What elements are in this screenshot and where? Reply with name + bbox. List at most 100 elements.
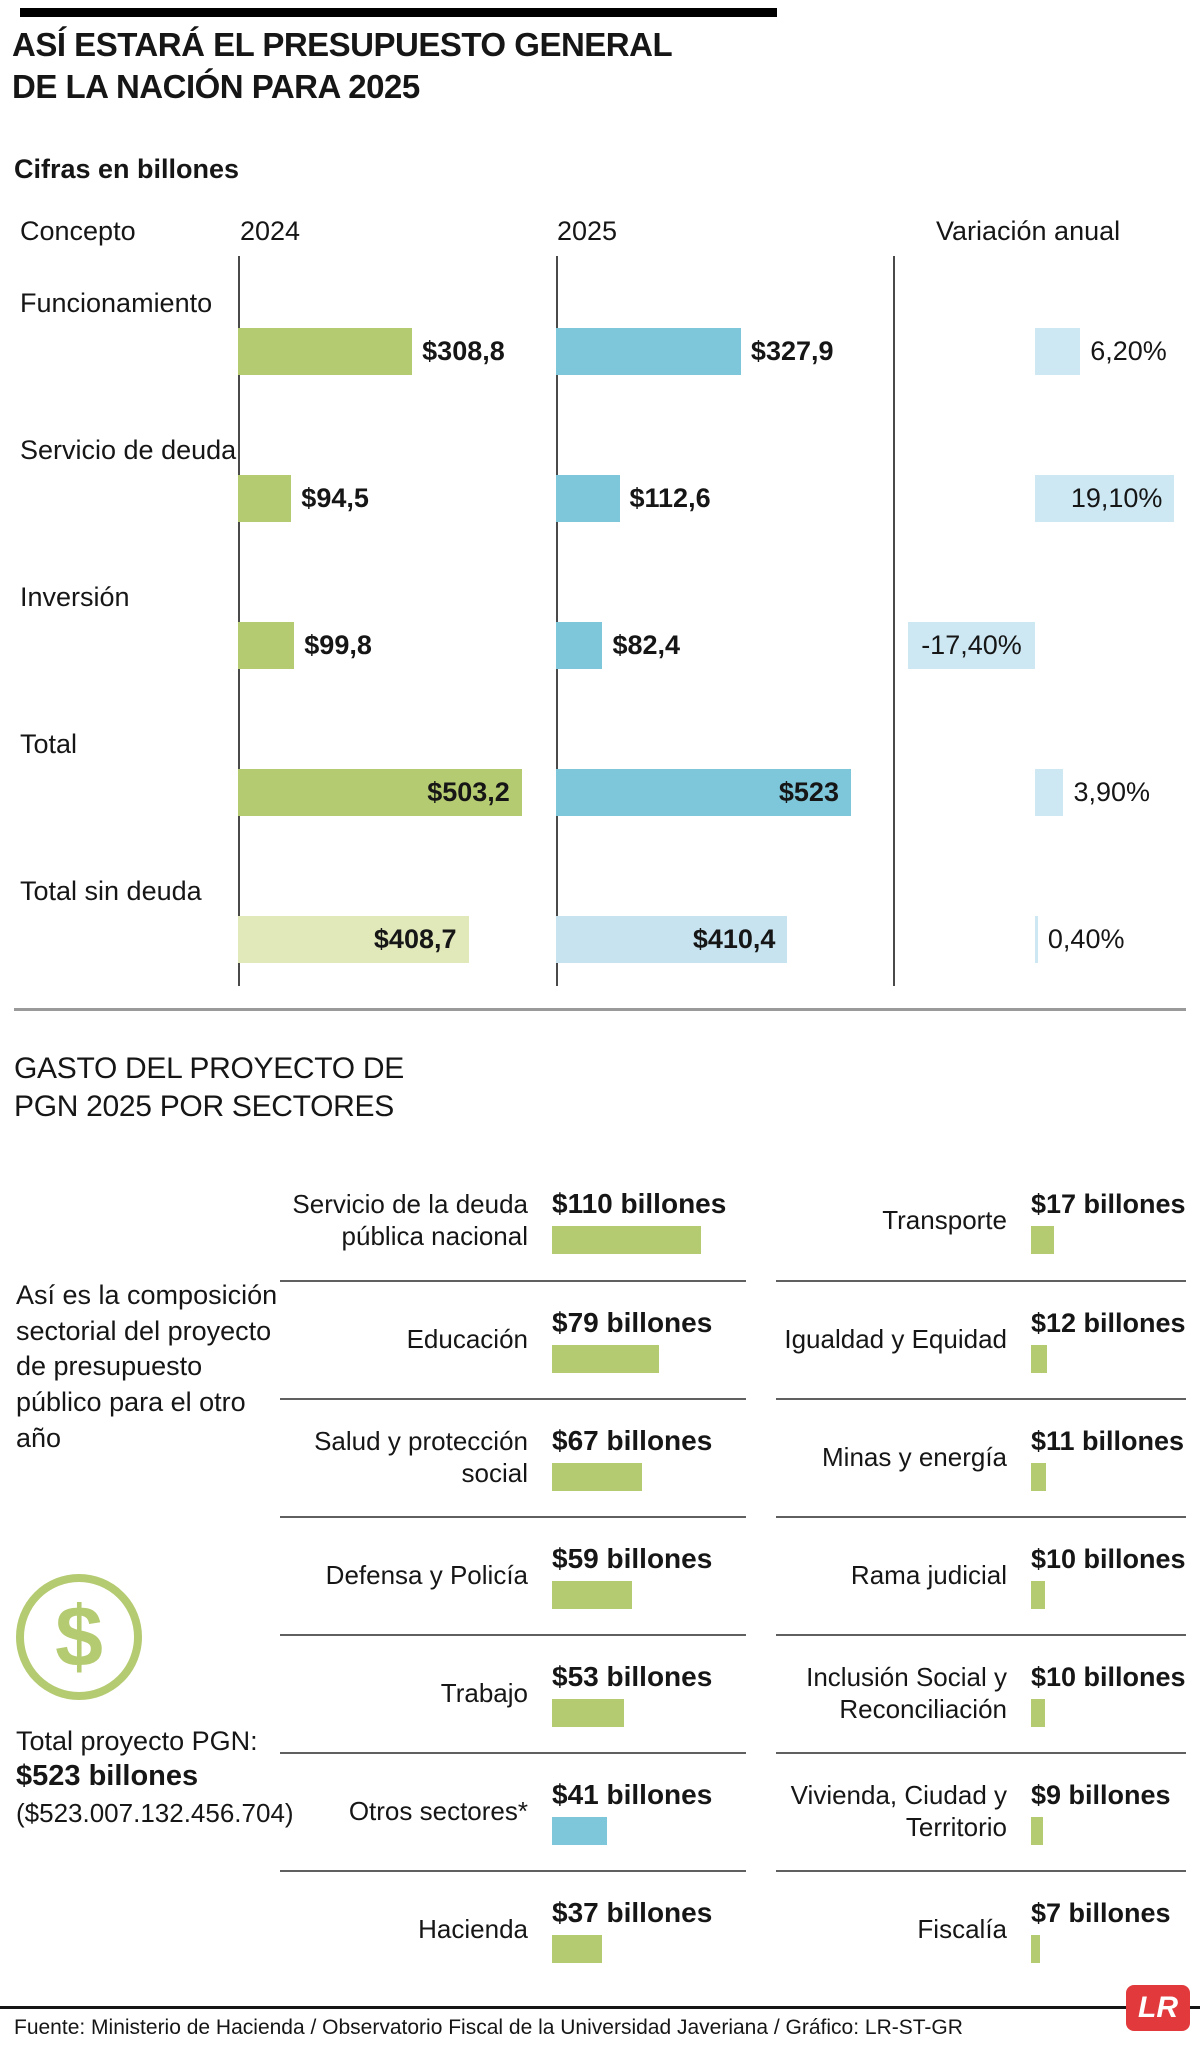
sector-row: Minas y energía $11 billones xyxy=(776,1398,1186,1516)
bar-2025-label: $82,4 xyxy=(612,630,681,660)
budget-comparison-chart: Funcionamiento $308,8 $327,9 6,20% Servicio … xyxy=(0,0,1200,1010)
sector-bar xyxy=(552,1463,643,1491)
bar-2024 xyxy=(238,622,295,669)
sector-bar xyxy=(1031,1344,1048,1373)
bar-2025-label: $112,6 xyxy=(629,483,711,513)
sector-bar xyxy=(552,1935,602,1963)
sector-row: Rama judicial $10 billones xyxy=(776,1516,1186,1634)
sector-value-cell: $7 billones xyxy=(1031,1898,1186,1963)
axis-variacion xyxy=(893,256,895,986)
sector-row: Educación $79 billones xyxy=(280,1280,746,1398)
sector-bar xyxy=(552,1817,608,1845)
page-title: ASÍ ESTARÁ EL PRESUPUESTO GENERAL DE LA … xyxy=(12,24,673,108)
bar-2025-label: $327,9 xyxy=(750,336,834,366)
bar-variation-label: 6,20% xyxy=(1090,336,1167,366)
axis-2024 xyxy=(238,256,240,986)
sector-value-cell: $110 billones xyxy=(552,1188,746,1254)
bar-2024-label: $308,8 xyxy=(422,336,505,366)
page-title-line1: ASÍ ESTARÁ EL PRESUPUESTO GENERAL xyxy=(12,26,673,63)
bar-variation-label: 0,40% xyxy=(1047,924,1125,954)
bar-variation xyxy=(907,622,1035,669)
sector-row: Transporte $17 billones xyxy=(776,1162,1186,1280)
sector-value: $41 billones xyxy=(552,1779,713,1810)
bar-2025-label: $410,4 xyxy=(692,924,776,954)
bar-variation xyxy=(1035,769,1064,816)
sector-value: $12 billones xyxy=(1031,1307,1186,1338)
bar-2024-label: $94,5 xyxy=(301,483,369,513)
bar-2024-label: $408,7 xyxy=(373,924,457,954)
sector-bar xyxy=(552,1581,632,1609)
sectors-section-title: GASTO DEL PROYECTO DE PGN 2025 POR SECTO… xyxy=(14,1050,404,1125)
sector-bar xyxy=(1031,1225,1054,1254)
sector-name: Inclusión Social y Reconciliación xyxy=(806,1662,1007,1724)
total-pgn-value: $523 billones xyxy=(16,1760,199,1792)
sector-bar xyxy=(1031,1580,1045,1609)
bar-2024 xyxy=(238,328,413,375)
sector-value: $10 billones xyxy=(1031,1661,1186,1692)
sector-row: Fiscalía $7 billones xyxy=(776,1870,1186,1988)
sector-value-cell: $10 billones xyxy=(1031,1662,1186,1727)
sector-row: Servicio de la deuda pública nacional $11… xyxy=(280,1162,746,1280)
sector-name: Otros sectores* xyxy=(348,1796,528,1827)
bar-2024 xyxy=(238,769,522,816)
footer-rule xyxy=(0,2006,1200,2009)
sector-value-cell: $37 billones xyxy=(552,1897,746,1963)
bar-variation xyxy=(1035,916,1038,963)
sector-value-cell: $53 billones xyxy=(552,1661,746,1727)
sector-name: Transporte xyxy=(882,1205,1007,1236)
sectors-column-left: Servicio de la deuda pública nacional $11… xyxy=(280,1162,746,1988)
sector-value-cell: $41 billones xyxy=(552,1779,746,1845)
sector-name: Rama judicial xyxy=(850,1560,1007,1591)
sector-name: Hacienda xyxy=(418,1914,528,1945)
sector-value-cell: $79 billones xyxy=(552,1307,746,1373)
page-title-line2: DE LA NACIÓN PARA 2025 xyxy=(12,68,420,106)
sector-bar xyxy=(1031,1816,1044,1845)
sector-row: Vivienda, Ciudad y Territorio $9 billones xyxy=(776,1752,1186,1870)
sector-row: Salud y protección social $67 billones xyxy=(280,1398,746,1516)
sector-value-cell: $17 billones xyxy=(1031,1189,1186,1254)
bar-2025-label: $523 xyxy=(778,777,839,807)
top-rule xyxy=(20,8,777,17)
sector-name: Trabajo xyxy=(440,1678,528,1709)
sector-value-cell: $59 billones xyxy=(552,1543,746,1609)
bar-variation xyxy=(1035,475,1175,522)
sector-value: $7 billones xyxy=(1031,1897,1171,1928)
sectors-description: Así es la composición sectorial del proy… xyxy=(16,1280,278,1453)
sector-value-cell: $9 billones xyxy=(1031,1780,1186,1845)
sector-name: Educación xyxy=(406,1324,528,1355)
column-header-variacion: Variación anual xyxy=(936,216,1121,246)
bar-variation-label: 3,90% xyxy=(1073,777,1151,807)
sector-value: $9 billones xyxy=(1031,1779,1171,1810)
sector-value-cell: $12 billones xyxy=(1031,1308,1186,1373)
sector-value-cell: $67 billones xyxy=(552,1425,746,1491)
sectors-column-right: Transporte $17 billones Igualdad y Equidad… xyxy=(776,1162,1186,1988)
concept-label: Inversión xyxy=(20,582,130,612)
total-pgn-label: Total proyecto PGN: xyxy=(16,1726,258,1756)
sector-value: $110 billones xyxy=(552,1188,727,1219)
total-pgn-exact: ($523.007.132.456.704) xyxy=(16,1798,294,1828)
column-header-concepto: Concepto xyxy=(20,216,136,246)
column-header-2024: 2024 xyxy=(240,216,301,246)
concept-label: Total sin deuda xyxy=(20,876,202,906)
units-note: Cifras en billones xyxy=(14,154,240,184)
concept-label: Total xyxy=(20,729,78,759)
concept-label: Funcionamiento xyxy=(20,288,213,318)
sector-name: Servicio de la deuda pública nacional xyxy=(292,1189,528,1251)
sector-bar xyxy=(1031,1698,1045,1727)
bar-2025 xyxy=(556,475,620,522)
bar-2025 xyxy=(556,916,788,963)
sector-name: Salud y protección social xyxy=(314,1426,528,1488)
bar-variation-label: 19,10% xyxy=(1070,483,1163,513)
sector-bar xyxy=(552,1345,659,1373)
sector-row: Trabajo $53 billones xyxy=(280,1634,746,1752)
source-credit: Fuente: Ministerio de Hacienda / Observa… xyxy=(14,2016,963,2039)
sector-row: Defensa y Policía $59 billones xyxy=(280,1516,746,1634)
sector-row: Hacienda $37 billones xyxy=(280,1870,746,1988)
axis-2025 xyxy=(556,256,558,986)
sector-value: $37 billones xyxy=(552,1897,713,1928)
sector-name: Fiscalía xyxy=(917,1914,1007,1945)
sector-name: Igualdad y Equidad xyxy=(784,1324,1007,1355)
bar-2025 xyxy=(556,328,741,375)
sector-row: Otros sectores* $41 billones xyxy=(280,1752,746,1870)
sector-value: $59 billones xyxy=(552,1543,713,1574)
